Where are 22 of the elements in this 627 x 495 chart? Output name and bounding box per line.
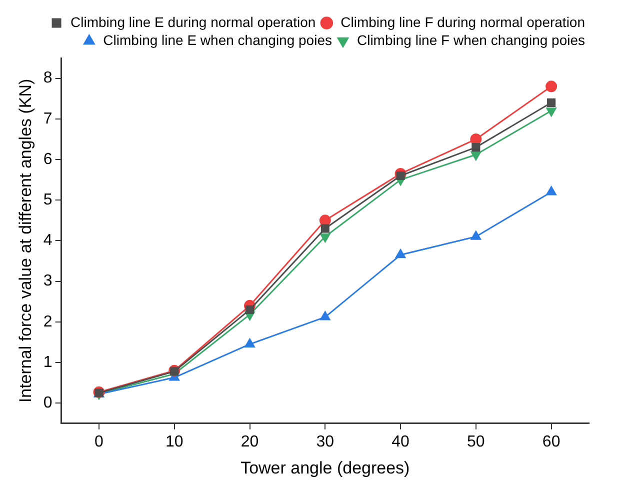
x-tick-label: 20: [240, 433, 259, 450]
legend-label: Climbing line F when changing poies: [356, 32, 586, 48]
legend-label: Climbing line E when changing poies: [103, 32, 332, 48]
y-tick-label: 7: [43, 110, 52, 128]
y-tick-label: 4: [43, 232, 52, 250]
x-tick-label: 50: [467, 433, 485, 450]
y-tick-label: 6: [43, 150, 52, 168]
y-tick-label: 5: [43, 192, 52, 209]
y-axis-title: Internal force value at different angles (KN): [16, 78, 35, 403]
legend-label: Climbing line E during normal operation: [70, 14, 316, 30]
y-tick-label: 8: [43, 70, 52, 87]
y-tick-label: 1: [43, 354, 52, 371]
x-tick-label: 30: [316, 433, 334, 450]
x-tick-label: 60: [542, 433, 560, 450]
y-tick-label: 2: [43, 313, 52, 330]
x-tick-label: 10: [165, 433, 184, 450]
y-tick-label: 3: [43, 272, 52, 290]
legend-label: Climbing line F during normal operation: [340, 14, 585, 30]
x-axis-title: Tower angle (degrees): [240, 458, 410, 478]
y-tick-label: 0: [43, 394, 52, 412]
x-tick-label: 40: [392, 433, 410, 450]
x-tick-label: 0: [94, 433, 104, 450]
